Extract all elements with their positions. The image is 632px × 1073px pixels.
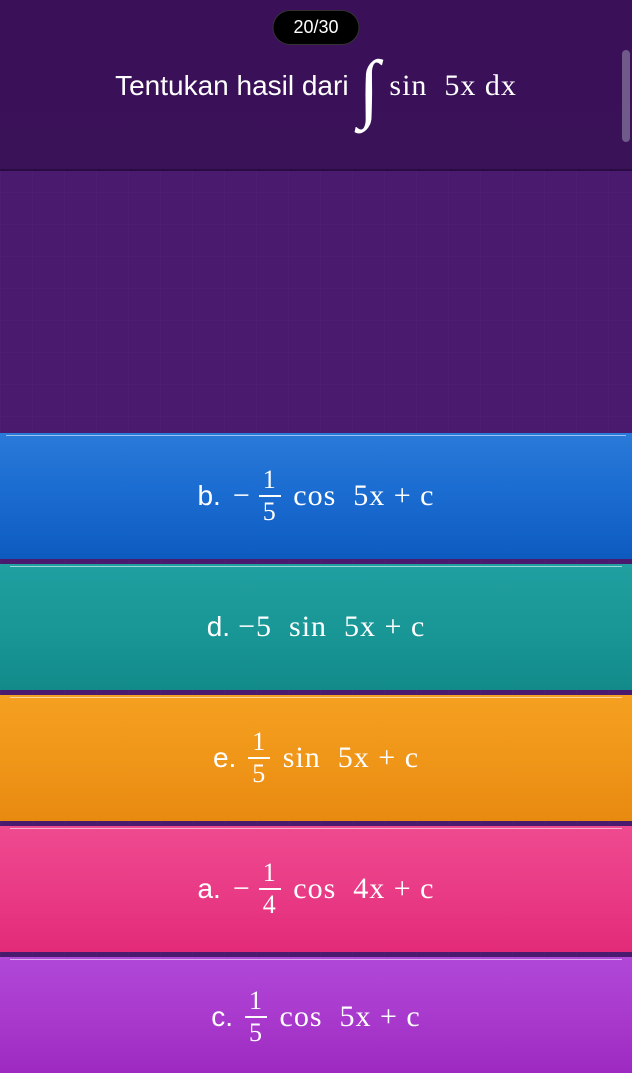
answer-math: 1 5 cos 5x + c	[241, 988, 421, 1046]
fraction-num: 1	[259, 860, 281, 888]
answer-option-c[interactable]: c. 1 5 cos 5x + c	[0, 957, 632, 1073]
answer-option-a[interactable]: a. − 1 4 cos 4x + c	[0, 826, 632, 952]
answers-list: b. − 1 5 cos 5x + c d. −5 sin 5x + c e. …	[0, 433, 632, 1073]
answer-math: − 1 4 cos 4x + c	[229, 860, 435, 918]
answer-option-b[interactable]: b. − 1 5 cos 5x + c	[0, 433, 632, 559]
answer-math: −5 sin 5x + c	[238, 610, 425, 644]
answer-label: d.	[207, 611, 230, 643]
fraction-num: 1	[245, 988, 267, 1016]
integral-icon: ∫	[359, 58, 380, 119]
progress-label: 20/30	[293, 17, 338, 37]
answer-label: a.	[197, 873, 220, 905]
answer-option-d[interactable]: d. −5 sin 5x + c	[0, 564, 632, 690]
question-integrand: sin 5x dx	[389, 69, 517, 103]
fraction-num: 1	[259, 467, 281, 495]
answer-math: 1 5 sin 5x + c	[244, 729, 419, 787]
answer-option-e[interactable]: e. 1 5 sin 5x + c	[0, 695, 632, 821]
fraction-den: 5	[248, 757, 270, 787]
fraction: 1 5	[245, 988, 267, 1046]
answer-label: e.	[213, 742, 236, 774]
question-text: Tentukan hasil dari ∫ sin 5x dx	[115, 56, 517, 117]
answer-math: − 1 5 cos 5x + c	[229, 467, 435, 525]
fraction-den: 5	[245, 1016, 267, 1046]
fraction-num: 1	[248, 729, 270, 757]
fraction: 1 5	[248, 729, 270, 787]
fraction-den: 5	[259, 495, 281, 525]
scrollbar[interactable]	[622, 50, 630, 142]
fraction-den: 4	[259, 888, 281, 918]
minus-sign: −	[233, 872, 251, 906]
question-prompt: Tentukan hasil dari	[115, 70, 348, 102]
fraction: 1 5	[259, 467, 281, 525]
answer-label: b.	[197, 480, 220, 512]
answer-label: c.	[211, 1001, 233, 1033]
answer-tail: cos 5x + c	[271, 1000, 421, 1034]
minus-sign: −	[233, 479, 251, 513]
answer-tail: cos 4x + c	[285, 872, 435, 906]
answer-tail: sin 5x + c	[274, 741, 419, 775]
question-body-spacer	[0, 171, 632, 433]
progress-pill: 20/30	[272, 10, 359, 45]
answer-tail: cos 5x + c	[285, 479, 435, 513]
fraction: 1 4	[259, 860, 281, 918]
